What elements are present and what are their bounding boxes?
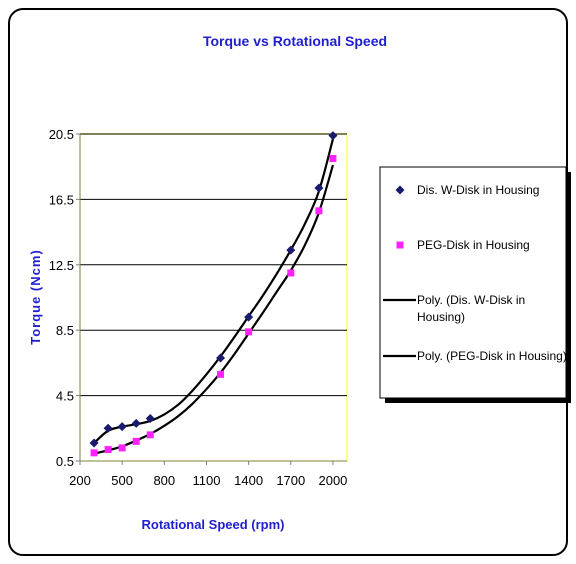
x-tick-label-5: 1700: [276, 473, 305, 488]
series-1-point-5: [217, 371, 224, 378]
y-tick-label-2: 8.5: [56, 323, 74, 338]
series-1-point-9: [329, 155, 336, 162]
legend-label-1-line-0: PEG-Disk in Housing: [417, 238, 530, 252]
x-tick-label-3: 1100: [192, 473, 220, 488]
y-tick-label-3: 12.5: [49, 258, 74, 273]
x-tick-label-4: 1400: [234, 473, 263, 488]
y-tick-label-5: 20.5: [49, 127, 74, 142]
x-tick-label-1: 500: [111, 473, 133, 488]
y-tick-label-0: 0.5: [56, 454, 74, 469]
legend-marker-1: [397, 242, 404, 249]
series-1-point-2: [119, 444, 126, 451]
plot-area: [80, 134, 347, 461]
x-tick-label-0: 200: [69, 473, 91, 488]
x-tick-label-2: 800: [153, 473, 175, 488]
legend-box: [380, 167, 566, 398]
x-tick-label-6: 2000: [318, 473, 347, 488]
series-1-point-6: [245, 328, 252, 335]
series-1-point-7: [287, 269, 294, 276]
series-1-point-3: [133, 438, 140, 445]
legend-label-3-line-0: Poly. (PEG-Disk in Housing): [417, 349, 567, 363]
y-tick-label-1: 4.5: [56, 389, 74, 404]
legend-label-0-line-0: Dis. W-Disk in Housing: [417, 183, 539, 197]
chart-title: Torque vs Rotational Speed: [203, 33, 387, 49]
x-axis-title: Rotational Speed (rpm): [141, 517, 284, 532]
y-tick-label-4: 16.5: [49, 192, 74, 207]
series-1-point-8: [315, 207, 322, 214]
legend-label-2-line-0: Poly. (Dis. W-Disk in: [417, 293, 525, 307]
series-1-point-1: [105, 446, 112, 453]
series-1-point-4: [147, 431, 154, 438]
legend-label-2-line-1: Housing): [417, 310, 465, 324]
series-1-point-0: [91, 449, 98, 456]
y-axis-title: Torque (Ncm): [28, 249, 43, 345]
